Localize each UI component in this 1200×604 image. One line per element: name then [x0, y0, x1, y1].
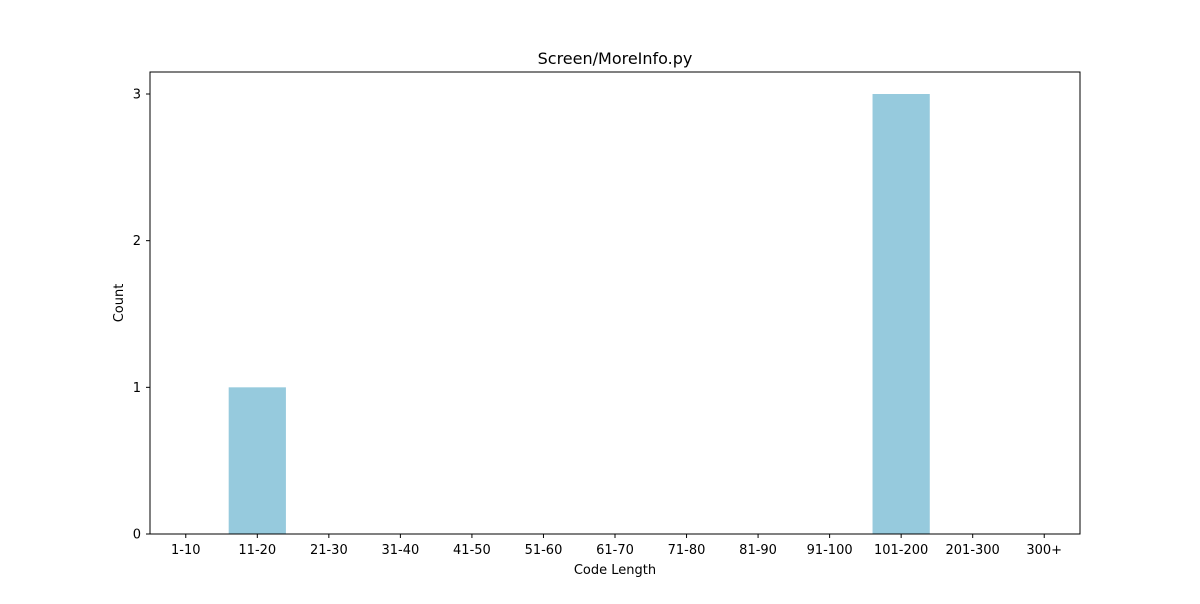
x-tick-label: 101-200: [874, 543, 928, 558]
x-tick-label: 61-70: [596, 543, 634, 558]
x-tick-label: 41-50: [453, 543, 491, 558]
bars-layer: [228, 94, 930, 534]
y-axis-ticks: 0 1 2 3: [133, 88, 150, 543]
plot-frame: [149, 71, 1081, 535]
bar-11-20: [228, 387, 286, 534]
x-tick-label: 201-300: [946, 543, 1000, 558]
chart-title: Screen/MoreInfo.py: [538, 49, 693, 68]
y-tick-label: 2: [133, 234, 141, 249]
x-tick-label: 300+: [1026, 543, 1062, 558]
x-tick-label: 51-60: [525, 543, 563, 558]
x-axis-ticks: 1-10 11-20 21-30 31-40 41-50 51-60 61-70 71-80 8…: [171, 534, 1062, 558]
bar-101-200: [872, 94, 930, 534]
x-tick-label: 31-40: [381, 543, 419, 558]
x-tick-label: 11-20: [238, 543, 276, 558]
y-tick-label: 3: [133, 88, 141, 103]
y-axis-label: Count: [112, 284, 127, 323]
x-tick-label: 1-10: [171, 543, 201, 558]
y-tick-label: 0: [133, 528, 141, 543]
y-tick-label: 1: [133, 381, 141, 396]
x-tick-label: 21-30: [310, 543, 348, 558]
x-tick-label: 71-80: [668, 543, 706, 558]
x-tick-label: 91-100: [807, 543, 853, 558]
x-axis-label: Code Length: [574, 563, 656, 578]
x-tick-label: 81-90: [739, 543, 777, 558]
